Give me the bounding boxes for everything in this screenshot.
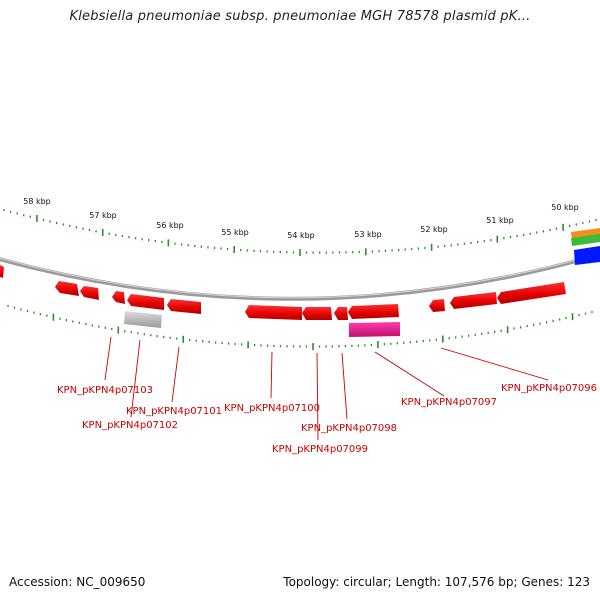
- gene-block: [167, 299, 201, 314]
- gene-block: [334, 307, 348, 320]
- outer-tick-ring: [3, 208, 597, 256]
- kbp-label-50: 50 kbp: [551, 203, 579, 212]
- kbp-label-57: 57 kbp: [89, 211, 117, 220]
- gene-label-07100[interactable]: KPN_pKPN4p07100: [224, 403, 320, 414]
- gene-block: [55, 281, 79, 296]
- topology-summary: Topology: circular; Length: 107,576 bp; …: [283, 575, 590, 589]
- gene-label-07101[interactable]: KPN_pKPN4p07101: [126, 406, 222, 417]
- leader-line-07101: [171, 346, 180, 403]
- gene-label-07099[interactable]: KPN_pKPN4p07099: [272, 444, 368, 455]
- map-title: Klebsiella pneumoniae subsp. pneumoniae …: [69, 9, 531, 24]
- gene-block: [127, 294, 164, 310]
- gene-block: [302, 307, 332, 320]
- label-leaders: [104, 336, 549, 441]
- gene-label-07097[interactable]: KPN_pKPN4p07097: [401, 397, 497, 408]
- kbp-label-54: 54 kbp: [287, 231, 315, 240]
- leader-line-07103: [104, 336, 112, 381]
- gene-label-07103[interactable]: KPN_pKPN4p07103: [57, 385, 153, 396]
- leader-line-07099: [316, 352, 319, 441]
- kbp-label-51: 51 kbp: [486, 216, 514, 225]
- kbp-label-53: 53 kbp: [354, 230, 382, 239]
- leader-line-07098: [341, 352, 348, 420]
- blue-feature: [574, 246, 600, 265]
- gene-block: [80, 286, 99, 300]
- gray-feature: [124, 311, 162, 328]
- gene-partial-left: [0, 265, 4, 278]
- gene-block: [245, 305, 302, 320]
- gene-block: [497, 282, 566, 304]
- gene-block: [429, 299, 445, 312]
- cds-track: [55, 281, 566, 320]
- plasmid-backbone: [0, 252, 600, 301]
- magenta-feature: [349, 322, 400, 337]
- gene-block: [112, 291, 125, 304]
- gene-label-07096[interactable]: KPN_pKPN4p07096: [501, 383, 597, 394]
- gene-block: [450, 292, 497, 309]
- inner-tick-ring: [7, 304, 593, 351]
- plasmid-backbone-highlight: [0, 252, 600, 299]
- leader-line-07102: [130, 339, 141, 418]
- green-feature: [571, 234, 600, 246]
- kbp-label-55: 55 kbp: [221, 228, 249, 237]
- leader-line-07096: [440, 347, 549, 381]
- kbp-label-58: 58 kbp: [23, 197, 51, 206]
- gene-block: [348, 304, 399, 319]
- kbp-label-52: 52 kbp: [420, 225, 448, 234]
- leader-line-07100: [270, 351, 273, 399]
- leader-line-07097: [374, 351, 445, 397]
- kbp-label-56: 56 kbp: [156, 221, 184, 230]
- gene-label-07098[interactable]: KPN_pKPN4p07098: [301, 423, 397, 434]
- accession-text: Accession: NC_009650: [9, 575, 146, 589]
- gene-label-07102[interactable]: KPN_pKPN4p07102: [82, 420, 178, 431]
